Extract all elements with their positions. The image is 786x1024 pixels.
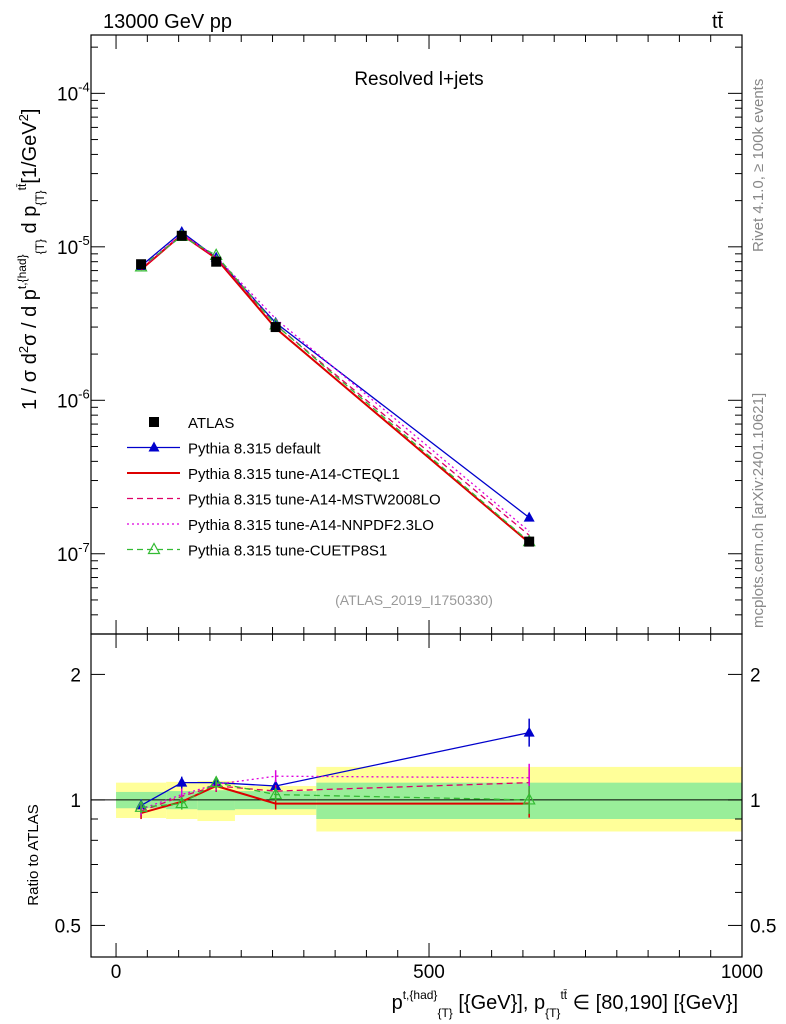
ratio-ytick-label: 2 <box>70 665 81 686</box>
data-point <box>524 536 535 547</box>
ytick-label: 10-5 <box>57 233 90 259</box>
legend-entry-0: ATLAS <box>149 415 234 432</box>
legend-marker <box>147 542 161 555</box>
side-label-lower: mcplots.cern.ch [arXiv:2401.10621] <box>750 393 767 628</box>
ytick-label: 10-4 <box>57 79 90 105</box>
legend-label: ATLAS <box>188 415 234 432</box>
legend-marker <box>148 441 160 452</box>
header-left: 13000 GeV pp <box>103 11 232 33</box>
ratio-point <box>522 792 536 805</box>
data-point <box>136 259 147 270</box>
ratio-ytick-label: 1 <box>70 791 81 812</box>
series-line <box>140 235 530 543</box>
data-point <box>211 256 222 267</box>
side-label-upper: Rivet 4.1.0, ≥ 100k events <box>750 79 767 252</box>
legend-label: Pythia 8.315 tune-A14-MSTW2008LO <box>188 492 441 509</box>
watermark: (ATLAS_2019_I1750330) <box>335 592 493 608</box>
lower-frame <box>90 633 743 958</box>
ratio-point <box>134 800 148 812</box>
legend-label: Pythia 8.315 tune-A14-NNPDF2.3LO <box>188 517 434 534</box>
svg-text:1 / σ d2σ / d pt,{had}{T} d p{: 1 / σ d2σ / d pt,{had}{T} d p{T}tt̄[1/Ge… <box>15 109 47 410</box>
svg-text:pt,{had}{T} [{GeV}], p{T}tt̄ ∈: pt,{had}{T} [{GeV}], p{T}tt̄ ∈ [80,190] … <box>392 988 738 1020</box>
ratio-ytick-label-right: 2 <box>750 665 761 686</box>
series-line <box>140 233 530 532</box>
ytick-label: 10-6 <box>57 386 90 412</box>
legend-entry-3: Pythia 8.315 tune-A14-MSTW2008LO <box>127 492 441 509</box>
legend-entry-2: Pythia 8.315 tune-A14-CTEQL1 <box>127 466 400 483</box>
legend-label: Pythia 8.315 tune-A14-CTEQL1 <box>188 466 400 483</box>
ratio-ytick-label-right: 0.5 <box>750 916 776 937</box>
ratio-series-line <box>140 782 530 812</box>
legend-entry-5: Pythia 8.315 tune-CUETP8S1 <box>127 542 387 560</box>
data-point <box>523 511 535 522</box>
ratio-point <box>175 796 189 809</box>
ratio-ytick-label-right: 1 <box>750 791 761 812</box>
xlabel: pt,{had}{T} [{GeV}], p{T}tt̄ ∈ [80,190] … <box>392 988 738 1020</box>
legend-entry-1: Pythia 8.315 default <box>127 441 321 458</box>
plot-title: Resolved l+jets <box>354 69 483 90</box>
ratio-point <box>270 779 282 790</box>
ratio-point <box>176 776 188 787</box>
ratio-ytick-label: 0.5 <box>55 916 81 937</box>
ratio-point <box>209 775 223 788</box>
data-point <box>270 322 281 333</box>
upper-ylabel: 1 / σ d2σ / d pt,{had}{T} d p{T}tt̄[1/Ge… <box>15 109 47 410</box>
legend-entry-4: Pythia 8.315 tune-A14-NNPDF2.3LO <box>127 517 434 534</box>
data-point <box>176 230 187 241</box>
series-line <box>140 234 530 536</box>
xtick-label: 0 <box>111 962 122 983</box>
legend-marker <box>149 417 159 427</box>
xtick-label: 500 <box>413 962 445 983</box>
xtick-label: 1000 <box>721 962 763 983</box>
ratio-point <box>269 787 283 800</box>
series-0 <box>136 230 535 547</box>
ratio-point <box>523 726 535 737</box>
header-right: tt̄ <box>712 11 724 33</box>
lower-ylabel: Ratio to ATLAS <box>25 804 42 905</box>
legend: ATLAS Pythia 8.315 default Pythia 8.315 tu… <box>127 415 441 560</box>
ytick-label: 10-7 <box>57 540 90 566</box>
legend-label: Pythia 8.315 tune-CUETP8S1 <box>188 543 387 560</box>
legend-label: Pythia 8.315 default <box>188 441 321 458</box>
